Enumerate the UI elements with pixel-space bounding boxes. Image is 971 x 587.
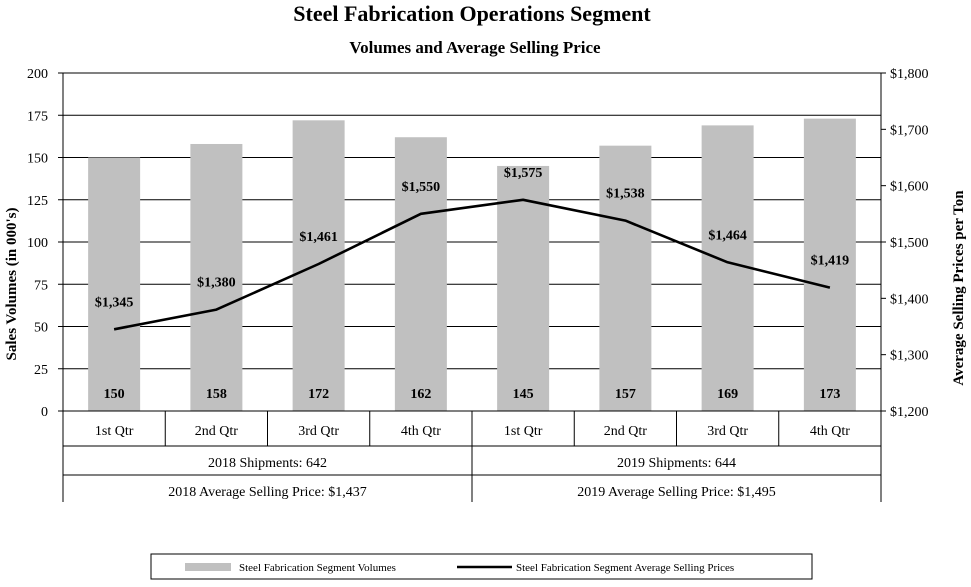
group-shipments-label: 2018 Shipments: 642 (208, 456, 327, 471)
y2-tick-label: $1,300 (890, 349, 929, 364)
y-tick-label: 75 (34, 278, 48, 293)
group-shipments-label: 2019 Shipments: 644 (617, 456, 736, 471)
y2-tick-label: $1,700 (890, 123, 929, 138)
legend-swatch-volumes (185, 563, 231, 571)
legend-label-prices: Steel Fabrication Segment Average Sellin… (516, 562, 734, 574)
y2-tick-label: $1,600 (890, 180, 929, 195)
chart-subtitle: Volumes and Average Selling Price (349, 38, 601, 57)
x-tick-label: 1st Qtr (504, 424, 543, 439)
group-avg-price-label: 2018 Average Selling Price: $1,437 (168, 485, 366, 500)
volume-bar (599, 146, 651, 411)
volume-data-label: 145 (513, 387, 534, 402)
legend-label-volumes: Steel Fabrication Segment Volumes (239, 562, 396, 574)
y-tick-label: 125 (27, 194, 48, 209)
chart-title: Steel Fabrication Operations Segment (293, 1, 651, 26)
volume-data-label: 172 (308, 387, 329, 402)
volume-bar (395, 137, 447, 411)
x-tick-label: 2nd Qtr (195, 424, 239, 439)
y2-tick-label: $1,800 (890, 67, 929, 82)
y2-tick-label: $1,200 (890, 405, 929, 420)
volume-bar (702, 125, 754, 411)
y-axis-label: Sales Volumes (in 000's) (4, 208, 20, 361)
x-tick-label: 2nd Qtr (604, 424, 648, 439)
y-tick-label: 25 (34, 363, 48, 378)
price-data-label: $1,575 (504, 166, 543, 181)
y-tick-label: 100 (27, 236, 48, 251)
volume-bar (88, 158, 140, 412)
y-tick-label: 50 (34, 321, 48, 336)
price-data-label: $1,538 (606, 187, 645, 202)
y-tick-label: 175 (27, 109, 48, 124)
y2-tick-label: $1,400 (890, 292, 929, 307)
price-data-label: $1,464 (708, 228, 747, 243)
volume-data-label: 158 (206, 387, 227, 402)
group-avg-price-label: 2019 Average Selling Price: $1,495 (577, 485, 775, 500)
x-tick-label: 3rd Qtr (707, 424, 748, 439)
price-data-label: $1,419 (811, 254, 850, 269)
x-tick-label: 4th Qtr (401, 424, 441, 439)
price-data-label: $1,380 (197, 276, 236, 291)
volume-data-label: 150 (104, 387, 125, 402)
y-tick-label: 150 (27, 152, 48, 167)
y-tick-label: 200 (27, 67, 48, 82)
volume-data-label: 173 (819, 387, 840, 402)
x-tick-label: 3rd Qtr (298, 424, 339, 439)
x-tick-label: 4th Qtr (810, 424, 850, 439)
volume-data-label: 162 (410, 387, 431, 402)
price-data-label: $1,345 (95, 295, 134, 310)
volume-bar (293, 120, 345, 411)
y2-axis-label: Average Selling Prices per Ton (951, 190, 967, 386)
price-data-label: $1,550 (402, 180, 441, 195)
x-tick-label: 1st Qtr (95, 424, 134, 439)
volume-data-label: 157 (615, 387, 636, 402)
y-tick-label: 0 (41, 405, 48, 420)
volume-data-label: 169 (717, 387, 738, 402)
price-data-label: $1,461 (299, 230, 338, 245)
y2-tick-label: $1,500 (890, 236, 929, 251)
